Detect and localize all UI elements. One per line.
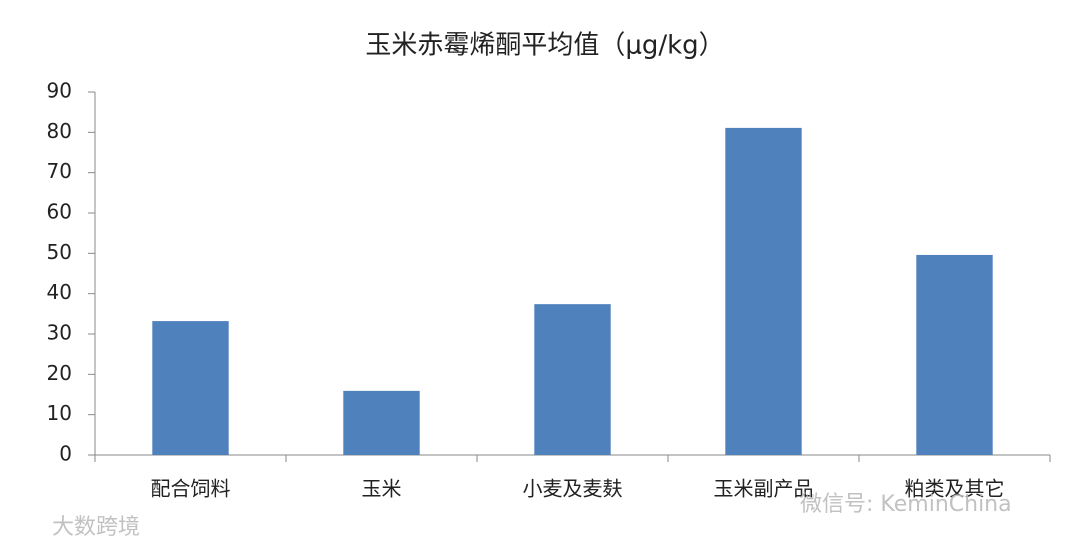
- bar: [152, 321, 229, 455]
- bar: [916, 254, 993, 455]
- y-tick-label: 30: [47, 321, 72, 345]
- x-tick-label: 配合饲料: [151, 477, 231, 501]
- watermark: 大数跨境: [52, 515, 140, 540]
- x-tick-label: 粕类及其它: [905, 477, 1005, 501]
- y-tick-label: 10: [47, 401, 72, 425]
- y-tick-label: 50: [47, 240, 72, 264]
- bar: [343, 390, 420, 455]
- x-tick-label: 玉米副产品: [714, 477, 814, 501]
- watermark: 微信号: KeminChina: [800, 492, 1012, 517]
- y-tick-label: 90: [47, 79, 72, 103]
- bar: [534, 304, 611, 455]
- y-tick-label: 70: [47, 159, 72, 183]
- y-tick-label: 80: [47, 119, 72, 143]
- chart-title: 玉米赤霉烯酮平均值（μg/kg）: [365, 31, 724, 61]
- y-tick-label: 0: [59, 442, 72, 466]
- x-tick-label: 玉米: [362, 477, 402, 501]
- x-tick-label: 小麦及麦麸: [523, 477, 623, 501]
- y-tick-label: 40: [47, 280, 72, 304]
- y-tick-label: 60: [47, 200, 72, 224]
- bar: [725, 127, 802, 455]
- y-tick-label: 20: [47, 361, 72, 385]
